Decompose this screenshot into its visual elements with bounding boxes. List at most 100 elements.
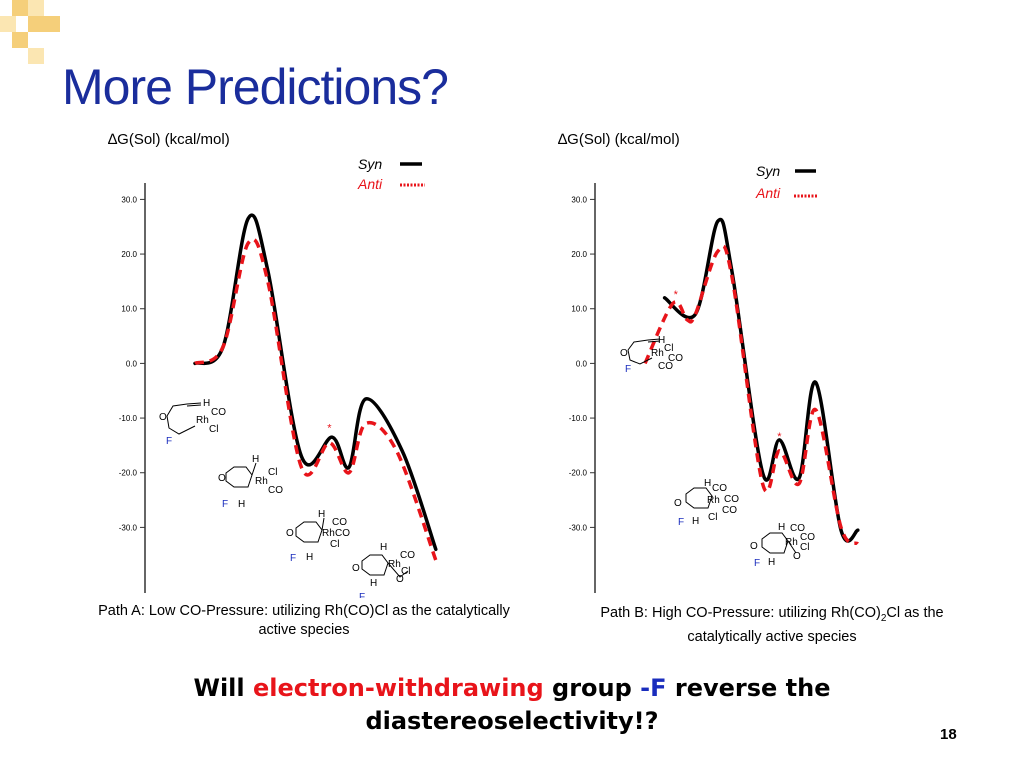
structure-b3: H CO CO Rh Cl O O H F — [750, 522, 815, 569]
annotation-star: * — [674, 289, 679, 301]
structure-b2: H CO Rh CO CO Cl O H F — [674, 478, 739, 528]
legend-syn-label: Syn — [358, 156, 382, 172]
structure-a2: H Cl Rh CO O H F — [218, 454, 283, 510]
atom-co: CO — [211, 407, 226, 418]
deco-square — [28, 16, 44, 32]
atom-f: F — [359, 592, 365, 598]
structure-b1: H Cl Rh CO CO O F — [620, 335, 683, 375]
y-tick-label: -10.0 — [119, 414, 138, 423]
atom-rh: Rh — [196, 415, 209, 426]
y-tick-label: -30.0 — [119, 523, 138, 532]
atom-h: H — [768, 557, 775, 568]
atom-rh: Rh — [707, 495, 720, 506]
series-anti-line — [643, 244, 860, 546]
atom-co: CO — [790, 523, 805, 534]
atom-o: O — [750, 541, 758, 552]
atom-cl: Cl — [708, 512, 717, 523]
y-tick-label: 20.0 — [571, 250, 587, 259]
atom-rh: Rh — [388, 559, 401, 570]
atom-cl: Cl — [209, 424, 218, 435]
atom-f: F — [290, 553, 296, 564]
question-part-3: group — [543, 674, 641, 702]
caption-path-b: Path B: High CO-Pressure: utilizing Rh(C… — [600, 605, 944, 645]
deco-square — [0, 16, 16, 32]
atom-co: CO — [400, 550, 415, 561]
atom-h: H — [370, 578, 377, 589]
atom-h: H — [658, 335, 665, 346]
deco-square — [28, 0, 44, 16]
legend-anti-label: Anti — [357, 176, 383, 192]
y-ticks: 30.0 20.0 10.0 0.0 -10.0 -20.0 -30.0 — [569, 195, 595, 532]
y-tick-label: 0.0 — [126, 359, 138, 368]
y-axis-label: ∆G(Sol) (kcal/mol) — [108, 131, 230, 148]
annotation-star: * — [777, 431, 782, 443]
y-tick-label: -20.0 — [119, 469, 138, 478]
y-tick-label: 30.0 — [121, 195, 137, 204]
deco-square — [12, 0, 28, 16]
atom-co: CO — [800, 532, 815, 543]
y-tick-label: 10.0 — [571, 305, 587, 314]
atom-h: H — [778, 522, 785, 533]
structure-a1: H CO Rh Cl O F — [159, 398, 226, 447]
deco-square — [44, 16, 60, 32]
atom-co: CO — [268, 485, 283, 496]
atom-cl: Cl — [800, 542, 809, 553]
y-tick-label: -10.0 — [569, 414, 588, 423]
question-highlight-f: -F — [640, 674, 667, 702]
question-highlight-ewg: electron-withdrawing — [253, 674, 544, 702]
atom-cl: Cl — [664, 343, 673, 354]
atom-rh: Rh — [785, 537, 798, 548]
atom-h: H — [380, 542, 387, 553]
energy-profile-path-b: ∆G(Sol) (kcal/mol) 30.0 20.0 10.0 0.0 -10.0 -… — [558, 131, 860, 593]
atom-f: F — [222, 499, 228, 510]
y-tick-label: -30.0 — [569, 523, 588, 532]
deco-square — [28, 48, 44, 64]
energy-profile-path-a: ∆G(Sol) (kcal/mol) 30.0 20.0 10.0 0.0 -10.0 -… — [108, 131, 438, 598]
atom-f: F — [625, 364, 631, 375]
atom-co: CO — [332, 517, 347, 528]
atom-cl: Cl — [401, 566, 410, 577]
atom-cl: Cl — [268, 467, 277, 478]
corner-decoration — [0, 0, 60, 64]
y-axis-label: ∆G(Sol) (kcal/mol) — [558, 131, 680, 148]
annotations: * — [327, 423, 332, 435]
atom-rh: Rh — [651, 348, 664, 359]
caption-path-a: Path A: Low CO-Pressure: utilizing Rh(CO… — [98, 603, 510, 638]
atom-h: H — [318, 509, 325, 520]
legend-syn-label: Syn — [756, 163, 780, 179]
series-syn-line — [662, 217, 860, 543]
atom-o: O — [674, 498, 682, 509]
atom-cl: Cl — [330, 539, 339, 550]
legend-anti-label: Anti — [755, 185, 781, 201]
atom-o: O — [159, 412, 167, 423]
series-anti-line — [194, 237, 438, 561]
structure-a3: H CO Rh CO Cl O H F — [286, 509, 350, 564]
atom-f: F — [678, 517, 684, 528]
y-tick-label: 0.0 — [576, 359, 588, 368]
atom-o: O — [286, 528, 294, 539]
annotation-star: * — [327, 423, 332, 435]
atom-f: F — [754, 558, 760, 569]
atom-h: H — [203, 398, 210, 409]
y-tick-label: 30.0 — [571, 195, 587, 204]
page-number: 18 — [940, 726, 957, 743]
atom-h: H — [238, 499, 245, 510]
question-part-5: reverse the — [666, 674, 831, 702]
atom-co: CO — [724, 494, 739, 505]
atom-h: H — [252, 454, 259, 465]
deco-square — [12, 32, 28, 48]
atom-h: H — [692, 516, 699, 527]
atom-f: F — [166, 436, 172, 447]
atom-co: CO — [668, 353, 683, 364]
atom-o: O — [352, 563, 360, 574]
question-part-1: Will — [193, 674, 253, 702]
annotations: ** — [674, 289, 783, 443]
atom-o: O — [620, 348, 628, 359]
atom-o: O — [218, 473, 226, 484]
y-ticks: 30.0 20.0 10.0 0.0 -10.0 -20.0 -30.0 — [119, 195, 145, 532]
atom-rh: Rh — [322, 528, 335, 539]
atom-co: CO — [722, 505, 737, 516]
y-tick-label: 20.0 — [121, 250, 137, 259]
atom-h: H — [306, 552, 313, 563]
y-tick-label: -20.0 — [569, 469, 588, 478]
